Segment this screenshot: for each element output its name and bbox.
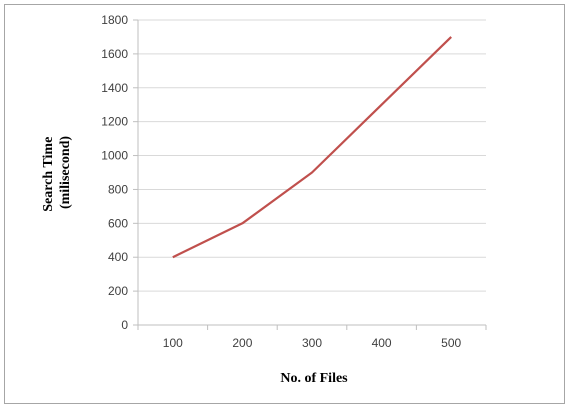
y-tick-label: 1600 xyxy=(101,47,128,61)
x-tick-label: 200 xyxy=(232,336,252,350)
y-tick-label: 1200 xyxy=(101,115,128,129)
x-tick-label: 500 xyxy=(441,336,461,350)
axes xyxy=(133,19,487,330)
y-axis-title-line-1: Search Time xyxy=(41,137,56,212)
x-tick-labels: 100 200 300 400 500 xyxy=(163,336,462,350)
y-tick-label: 400 xyxy=(108,250,128,264)
y-tick-label: 200 xyxy=(108,284,128,298)
y-tick-label: 1000 xyxy=(101,149,128,163)
x-tick-label: 300 xyxy=(302,336,322,350)
series-line xyxy=(172,36,452,259)
x-tick-label: 400 xyxy=(372,336,392,350)
y-axis-title: Search Time (milisecond) xyxy=(41,133,73,212)
y-tick-label: 0 xyxy=(121,318,128,332)
y-tick-labels: 0 200 400 600 800 1000 1200 1400 1600 1800 xyxy=(101,13,128,332)
gridlines xyxy=(138,19,486,292)
x-axis-title: No. of Files xyxy=(280,371,348,386)
y-tick-label: 1400 xyxy=(101,81,128,95)
chart-frame xyxy=(4,4,565,404)
y-axis-title-line-2: (milisecond) xyxy=(58,136,73,209)
x-tick-label: 100 xyxy=(163,336,183,350)
y-tick-label: 800 xyxy=(108,182,128,196)
y-tick-label: 600 xyxy=(108,216,128,230)
y-tick-label: 1800 xyxy=(101,13,128,27)
series-group xyxy=(172,36,452,259)
